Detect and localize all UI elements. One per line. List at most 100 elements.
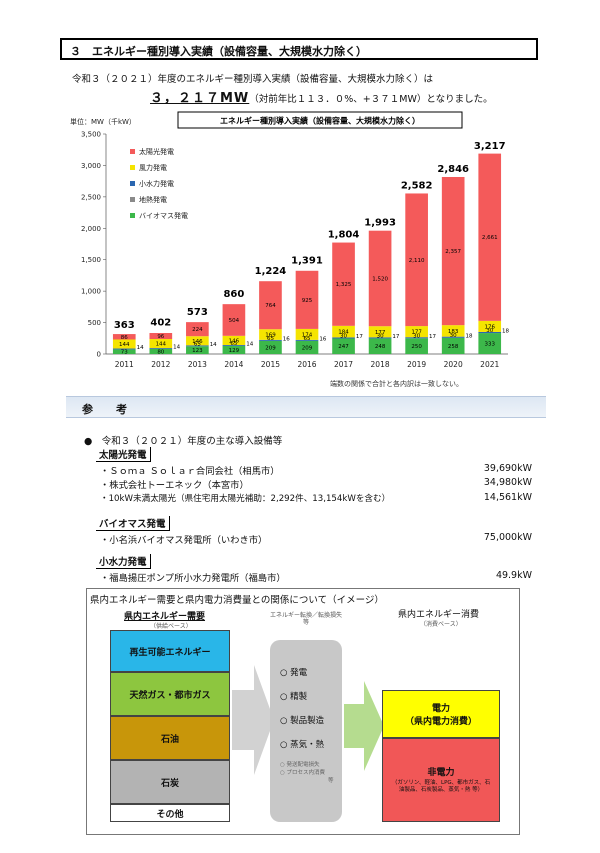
bar-2018-0: [368, 338, 392, 354]
y-tick-label-3: 1,500: [81, 256, 101, 264]
x-tick-label-2012: 2012: [151, 360, 170, 369]
mid-item-manufacturing: ○ 製品製造: [280, 716, 325, 726]
label-wind-2020: 183: [448, 329, 459, 335]
label-solar-2018: 1,520: [372, 276, 388, 282]
total-label-2014: 860: [223, 289, 244, 300]
bar-2018-2: [368, 337, 392, 339]
box-other: その他: [110, 804, 230, 822]
reference-bullet: ● 令和３（２０２１）年度の主な導入設備等: [84, 436, 283, 447]
label-wind-2012: 144: [156, 342, 167, 348]
value-biomass-1: 75,000kW: [483, 532, 532, 543]
total-label-2019: 2,582: [401, 181, 433, 192]
box-natural-gas: 天然ガス・都市ガス: [110, 672, 230, 716]
label-solar-2020: 2,357: [445, 249, 461, 255]
label-hydro-2014: 14: [246, 341, 253, 347]
bar-2021-4: [478, 153, 502, 321]
total-label-2016: 1,391: [291, 256, 323, 267]
left-header: 県内エネルギー需要: [124, 612, 206, 622]
value-solar-2: 34,980kW: [483, 477, 532, 488]
right-sub: （消費ベース）: [420, 621, 462, 628]
box-non-electricity: 非電力 （ガソリン、軽油、LPG、都市ガス、石油製品、石炭製品、蒸気・熱 等）: [382, 738, 500, 822]
legend-swatch-0: [130, 149, 135, 154]
label-wind-2015: 169: [265, 333, 276, 339]
arrow-left-to-mid: [232, 665, 274, 775]
intro-line2: ３，２１７MW（対前年比１１３．０%、+３７１MW）となりました。: [150, 87, 493, 106]
chart-note: 端数の関係で合計と各内訳は一致しない。: [330, 380, 463, 388]
section-title: ３ エネルギー種別導入実績（設備容量、大規模水力除く）: [60, 38, 538, 60]
label-solar-2011: 86: [121, 335, 128, 341]
non-electricity-title: 非電力: [427, 768, 455, 778]
legend-label-2: 小水力発電: [139, 179, 174, 188]
bar-2015-0: [259, 340, 282, 354]
bar-2019-3: [405, 326, 428, 338]
bar-2012-4: [149, 333, 173, 340]
label-gray-2019: 30: [413, 333, 420, 339]
mid-header: エネルギー転換／転換損失 等: [270, 612, 348, 626]
reference-header-label: 参 考: [82, 403, 133, 416]
bar-2013-3: [186, 336, 209, 346]
value-solar-1: 39,690kW: [483, 463, 532, 474]
label-hydro-2011: 14: [137, 345, 144, 351]
legend-label-0: 太陽光発電: [139, 147, 174, 156]
bar-2019-0: [405, 338, 428, 354]
intro-total: ３，２１７MW: [150, 91, 250, 106]
legend-swatch-4: [130, 213, 135, 218]
label-solar-2015: 764: [265, 303, 276, 309]
label-hydro-2018: 17: [392, 334, 399, 340]
label-hydro-2012: 14: [173, 344, 180, 350]
label-gray-2014: 65: [230, 341, 237, 347]
label-gray-2016: 65: [304, 336, 311, 342]
label-solar-2016: 925: [302, 298, 313, 304]
y-tick-label-7: 3,500: [81, 131, 101, 139]
label-biomass-2017: 247: [338, 344, 349, 350]
x-tick-label-2018: 2018: [371, 360, 390, 369]
bar-2013-0: [186, 346, 209, 354]
label-hydro-2013: 14: [210, 342, 217, 348]
right-header: 県内エネルギー消費: [398, 610, 480, 620]
label-biomass-2020: 258: [448, 344, 459, 350]
conversion-panel: [270, 640, 342, 822]
label-wind-2019: 177: [411, 330, 422, 336]
bar-2016-4: [295, 270, 319, 329]
bar-2019-2: [405, 337, 428, 339]
x-tick-label-2016: 2016: [297, 360, 316, 369]
label-wind-2017: 184: [338, 330, 349, 336]
value-hydro-1: 49.9kW: [495, 570, 532, 581]
mid-small-loss: ○ 発送配電損失: [280, 762, 320, 768]
total-label-2011: 363: [114, 320, 135, 331]
bar-2011-3: [112, 339, 136, 349]
total-label-2013: 573: [187, 307, 208, 318]
label-solar-2019: 2,110: [409, 258, 425, 264]
bar-2013-4: [186, 322, 209, 337]
label-gray-2013: 65: [194, 341, 201, 347]
mid-item-steam-heat: ○ 蒸気・熱: [280, 740, 325, 750]
label-gray-2020: 30: [450, 333, 457, 339]
y-tick-label-0: 0: [97, 351, 101, 359]
label-wind-2021: 176: [484, 324, 495, 330]
total-label-2015: 1,224: [255, 266, 287, 277]
legend-label-3: 地熱発電: [139, 195, 167, 204]
label-biomass-2013: 123: [192, 348, 203, 354]
bar-2018-3: [368, 326, 392, 338]
bar-2015-4: [259, 281, 282, 330]
bar-2013-2: [186, 345, 209, 347]
intro-line1: 令和３（２０２１）年度のエネルギー種別導入実績（設備容量、大規模水力除く）は: [72, 74, 434, 85]
label-gray-2017: 30: [340, 333, 347, 339]
label-hydro-2021: 18: [502, 329, 509, 335]
bar-2020-2: [441, 336, 465, 338]
total-label-2012: 402: [150, 318, 171, 329]
bar-2016-3: [295, 328, 319, 340]
label-solar-2014: 504: [229, 318, 240, 324]
x-tick-label-2019: 2019: [407, 360, 426, 369]
mid-item-refining: ○ 精製: [280, 692, 308, 702]
box-renewable: 再生可能エネルギー: [110, 630, 230, 672]
item-solar-2: ・株式会社トーエネック（本宮市）: [100, 480, 249, 491]
x-tick-label-2013: 2013: [188, 360, 207, 369]
y-tick-label-5: 2,500: [81, 193, 101, 201]
bar-2011-4: [112, 334, 136, 340]
item-hydro-1: ・福島揚圧ポンプ所小水力発電所（福島市）: [100, 573, 286, 584]
label-biomass-2014: 129: [229, 348, 240, 354]
bar-2021-3: [478, 320, 502, 332]
mid-small-etc: 等: [328, 778, 334, 784]
bar-2012-0: [149, 348, 173, 354]
